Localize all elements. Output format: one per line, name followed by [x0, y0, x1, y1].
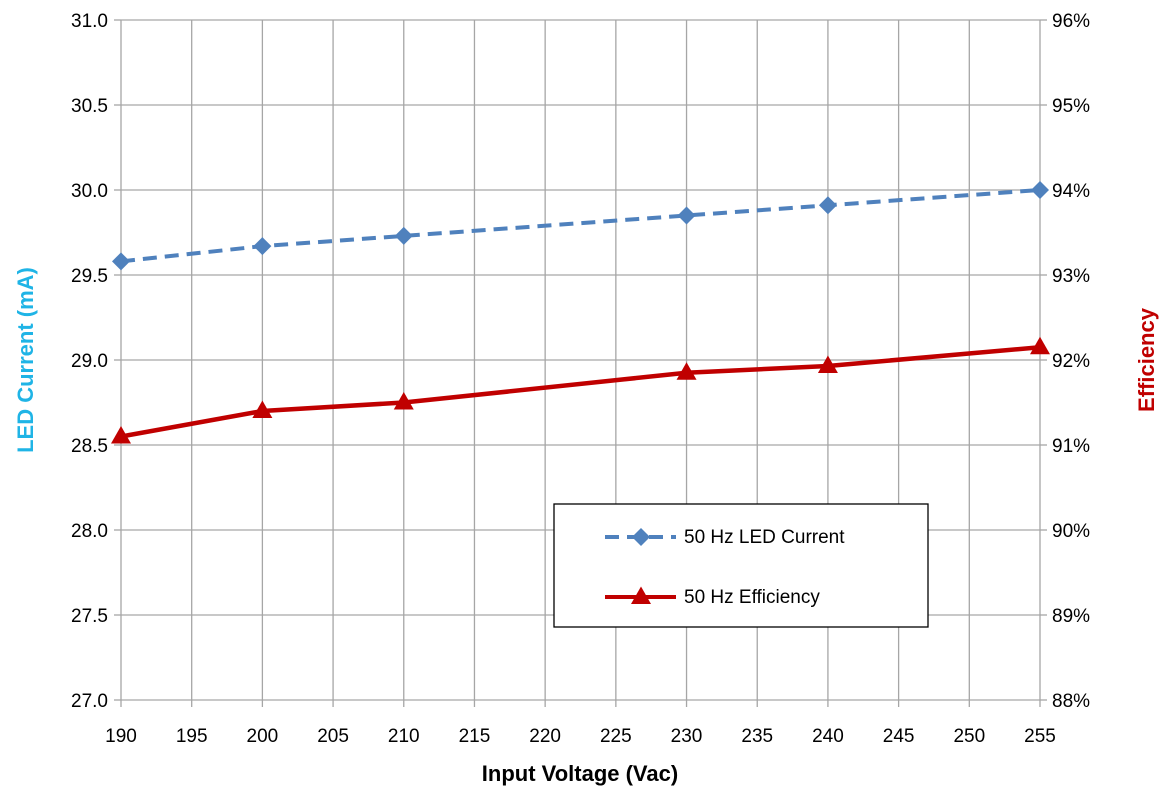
y-tick-label: 27.0 [71, 691, 108, 712]
y2-tick-label: 91% [1052, 436, 1090, 457]
tick-labels: 190 195 200 205 210 215 220 225 230 235 240 245 250 2… [71, 11, 1090, 747]
legend-entry-led-current: 50 Hz LED Current [605, 527, 845, 548]
legend-entry-efficiency: 50 Hz Efficiency [605, 586, 820, 608]
data-point-efficiency [111, 426, 131, 444]
x-tick-label: 215 [459, 726, 491, 747]
x-tick-label: 255 [1024, 726, 1056, 747]
legend-box [553, 503, 929, 628]
y2-tick-label: 93% [1052, 266, 1090, 287]
x-tick-label: 235 [741, 726, 773, 747]
y-tick-label: 28.0 [71, 521, 108, 542]
legend-label-efficiency: 50 Hz Efficiency [684, 587, 820, 608]
y-tick-label: 29.5 [71, 266, 108, 287]
y2-axis-title: Efficiency [1134, 307, 1159, 412]
data-point-led-current [818, 196, 837, 215]
y2-tick-label: 89% [1052, 606, 1090, 627]
data-point-efficiency [393, 392, 414, 410]
y-tick-label: 27.5 [71, 606, 108, 627]
y2-tick-label: 90% [1052, 521, 1090, 542]
data-point-efficiency [676, 362, 697, 380]
x-tick-label: 225 [600, 726, 632, 747]
x-tick-label: 250 [953, 726, 985, 747]
series-line-efficiency [120, 345, 1041, 439]
data-point-efficiency [817, 355, 838, 373]
y2-tick-label: 92% [1052, 351, 1090, 372]
legend-label-led-current: 50 Hz LED Current [684, 527, 845, 548]
series-layer [111, 181, 1050, 444]
x-tick-label: 195 [176, 726, 208, 747]
data-point-led-current [394, 226, 413, 245]
legend-marker-triangle [631, 586, 651, 604]
x-axis-title: Input Voltage (Vac) [482, 761, 678, 786]
data-point-led-current [112, 252, 130, 271]
x-tick-label: 220 [529, 726, 561, 747]
y-tick-label: 29.0 [71, 351, 108, 372]
legend-marker-diamond [632, 528, 650, 546]
y2-tick-label: 95% [1052, 96, 1090, 117]
y2-tick-label: 96% [1052, 11, 1090, 32]
data-point-led-current [1031, 181, 1049, 199]
y-tick-label: 30.0 [71, 181, 108, 202]
data-point-led-current [253, 237, 272, 256]
x-tick-label: 210 [388, 726, 420, 747]
y-tick-label: 31.0 [71, 11, 108, 32]
x-tick-label: 230 [671, 726, 703, 747]
y2-tick-label: 94% [1052, 181, 1090, 202]
y-tick-label: 30.5 [71, 96, 108, 117]
x-tick-label: 190 [105, 726, 137, 747]
data-point-efficiency [252, 400, 273, 418]
data-point-efficiency [1030, 336, 1050, 355]
y-axis-title: LED Current (mA) [13, 267, 38, 453]
legend: 50 Hz LED Current 50 Hz Efficiency [553, 503, 929, 628]
data-point-led-current [677, 206, 696, 225]
x-tick-label: 200 [247, 726, 279, 747]
x-tick-label: 245 [883, 726, 915, 747]
series-line-led-current [120, 188, 1041, 264]
x-tick-label: 240 [812, 726, 844, 747]
y2-tick-label: 88% [1052, 691, 1090, 712]
y-tick-label: 28.5 [71, 436, 108, 457]
x-tick-label: 205 [317, 726, 349, 747]
